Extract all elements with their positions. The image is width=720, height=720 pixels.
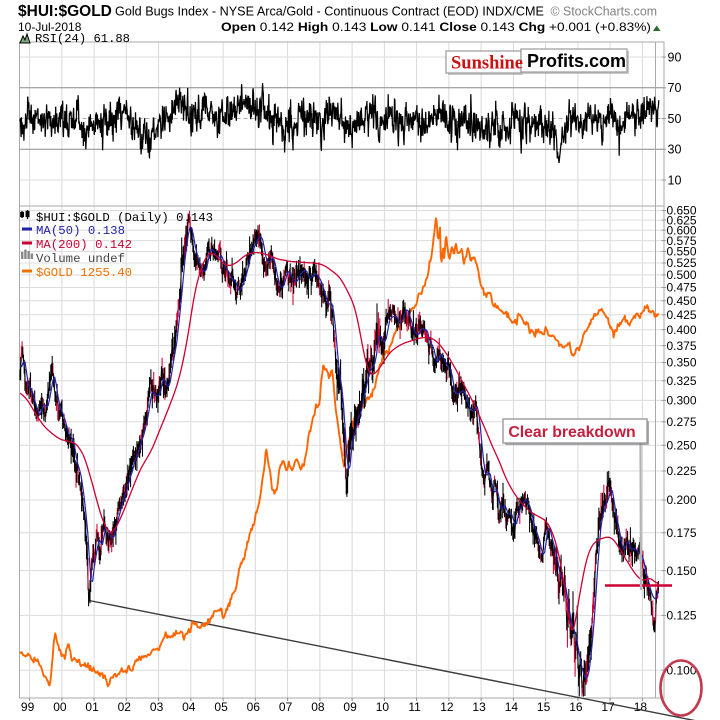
svg-text:Clear breakdown: Clear breakdown xyxy=(508,424,635,441)
svg-text:0.100: 0.100 xyxy=(667,663,697,677)
svg-text:04: 04 xyxy=(182,700,196,714)
svg-text:0.600: 0.600 xyxy=(667,223,697,237)
svg-text:0.200: 0.200 xyxy=(667,493,697,507)
svg-text:Sunshine: Sunshine xyxy=(451,54,523,74)
svg-text:06: 06 xyxy=(247,700,261,714)
svg-text:03: 03 xyxy=(150,700,164,714)
svg-text:07: 07 xyxy=(279,700,293,714)
svg-text:0.125: 0.125 xyxy=(667,609,697,623)
svg-text:0.525: 0.525 xyxy=(667,256,697,270)
svg-text:70: 70 xyxy=(668,81,682,95)
svg-text:Open 0.142 High 0.143 Low 0.14: Open 0.142 High 0.143 Low 0.141 Close 0.… xyxy=(221,20,651,34)
svg-text:0.400: 0.400 xyxy=(667,323,697,337)
svg-text:18: 18 xyxy=(634,700,648,714)
svg-text:99: 99 xyxy=(21,700,35,714)
svg-text:16: 16 xyxy=(569,700,583,714)
svg-text:MA(50) 0.138: MA(50) 0.138 xyxy=(36,224,125,238)
svg-text:0.350: 0.350 xyxy=(667,356,697,370)
svg-text:MA(200) 0.142: MA(200) 0.142 xyxy=(36,238,132,252)
svg-text:0.250: 0.250 xyxy=(667,438,697,452)
svg-text:10-Jul-2018: 10-Jul-2018 xyxy=(18,20,82,34)
svg-text:02: 02 xyxy=(118,700,132,714)
svg-text:$HUI:$GOLD (Daily) 0.143: $HUI:$GOLD (Daily) 0.143 xyxy=(36,211,213,225)
svg-text:0.150: 0.150 xyxy=(667,564,697,578)
svg-text:50: 50 xyxy=(668,112,682,126)
svg-text:0.500: 0.500 xyxy=(667,268,697,282)
svg-text:0.575: 0.575 xyxy=(667,234,697,248)
svg-text:00: 00 xyxy=(53,700,67,714)
svg-text:11: 11 xyxy=(408,700,421,714)
svg-text:14: 14 xyxy=(505,700,519,714)
svg-text:08: 08 xyxy=(311,700,325,714)
svg-text:09: 09 xyxy=(343,700,357,714)
svg-text:12: 12 xyxy=(440,700,454,714)
svg-text:0.325: 0.325 xyxy=(667,374,697,388)
svg-text:01: 01 xyxy=(85,700,99,714)
svg-text:Volume undef: Volume undef xyxy=(36,252,125,266)
svg-text:13: 13 xyxy=(472,700,486,714)
svg-text:$GOLD 1255.40: $GOLD 1255.40 xyxy=(36,266,132,280)
svg-text:0.650: 0.650 xyxy=(667,204,697,218)
svg-text:RSI(24) 61.88: RSI(24) 61.88 xyxy=(35,32,130,46)
svg-text:0.625: 0.625 xyxy=(667,213,697,227)
svg-text:0.450: 0.450 xyxy=(667,294,697,308)
svg-text:30: 30 xyxy=(668,143,682,157)
svg-text:© StockCharts.com: © StockCharts.com xyxy=(551,4,658,19)
svg-text:90: 90 xyxy=(668,50,682,64)
svg-text:15: 15 xyxy=(537,700,551,714)
svg-text:0.550: 0.550 xyxy=(667,245,697,259)
svg-text:10: 10 xyxy=(376,700,390,714)
svg-text:0.300: 0.300 xyxy=(667,394,697,408)
svg-text:0.475: 0.475 xyxy=(667,281,697,295)
svg-text:Gold Bugs Index - NYSE Arca/Go: Gold Bugs Index - NYSE Arca/Gold - Conti… xyxy=(115,4,544,19)
svg-text:0.225: 0.225 xyxy=(667,464,697,478)
svg-text:0.375: 0.375 xyxy=(667,339,697,353)
svg-text:0.425: 0.425 xyxy=(667,308,697,322)
svg-text:0.175: 0.175 xyxy=(667,526,697,540)
svg-text:0.275: 0.275 xyxy=(667,415,697,429)
svg-text:$HUI:$GOLD: $HUI:$GOLD xyxy=(18,3,112,20)
svg-text:05: 05 xyxy=(214,700,228,714)
svg-text:10: 10 xyxy=(668,173,682,187)
svg-text:Profits.com: Profits.com xyxy=(527,51,626,71)
